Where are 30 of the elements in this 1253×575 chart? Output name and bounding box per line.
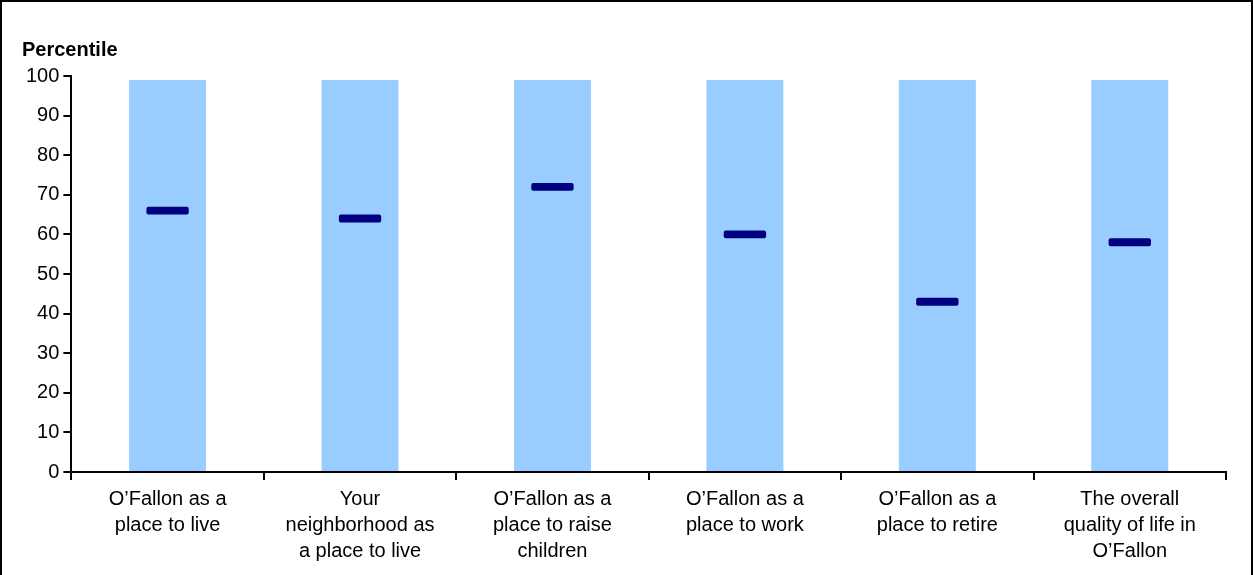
y-tick-label: 50 <box>37 261 60 284</box>
y-tick-label: 80 <box>37 142 60 165</box>
bar <box>321 79 399 471</box>
y-tick-label: 90 <box>37 103 60 126</box>
bar <box>723 230 767 239</box>
x-tick-label: O’Fallon as a place to retire <box>876 486 998 535</box>
bar <box>1108 238 1151 247</box>
y-tick-label: 20 <box>37 380 60 403</box>
y-tick-label: 60 <box>37 221 60 244</box>
bar <box>916 297 959 306</box>
bar <box>898 79 976 471</box>
y-tick-label: 0 <box>48 459 60 482</box>
x-tick-label: The overall quality of life in O’Fallon <box>1063 486 1196 561</box>
bar <box>706 79 784 471</box>
x-tick-label: Your neighborhood as a place to live <box>285 486 435 561</box>
bar <box>1091 79 1169 471</box>
x-tick-label: O’Fallon as a place to raise children <box>492 486 613 561</box>
bar <box>338 214 382 223</box>
y-tick-label: 100 <box>25 63 60 86</box>
bar <box>129 79 207 471</box>
y-tick-label: 70 <box>37 182 60 205</box>
x-tick-label: O’Fallon as a place to live <box>108 486 228 535</box>
bar <box>146 206 189 215</box>
bar <box>513 79 591 471</box>
y-tick-label: 30 <box>37 340 60 363</box>
chart-title: Percentile <box>22 37 118 60</box>
y-tick-label: 10 <box>37 419 60 442</box>
y-tick-label: 40 <box>37 301 60 324</box>
bar <box>531 182 574 191</box>
x-tick-label: O’Fallon as a place to work <box>685 486 805 535</box>
